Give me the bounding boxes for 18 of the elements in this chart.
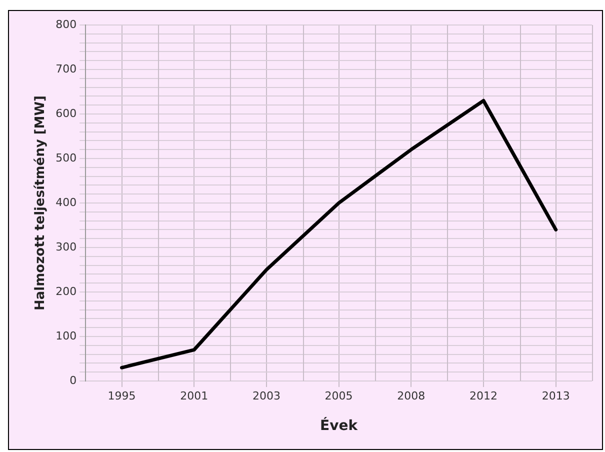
y-tick-label: 500	[56, 151, 77, 164]
x-tick-label: 2013	[542, 389, 570, 402]
x-tick-label: 2001	[180, 389, 208, 402]
x-tick-label: 2008	[397, 389, 426, 402]
y-tick-label: 200	[56, 284, 77, 298]
y-tick-label: 100	[56, 329, 77, 342]
x-tick-label: 2012	[469, 389, 498, 402]
y-axis-title: Halmozott teljesítmény [MW]	[33, 96, 48, 310]
x-tick-label: 2003	[252, 389, 280, 402]
y-tick-label: 400	[56, 196, 77, 209]
y-tick-label: 700	[56, 62, 77, 76]
y-tick-label: 800	[56, 18, 77, 31]
y-tick-label: 0	[70, 374, 77, 387]
y-tick-label: 300	[56, 240, 77, 254]
x-tick-label: 1995	[108, 389, 136, 402]
x-axis-title: Évek	[320, 417, 358, 434]
y-tick-label: 600	[56, 106, 77, 120]
x-tick-label: 2005	[324, 389, 353, 402]
